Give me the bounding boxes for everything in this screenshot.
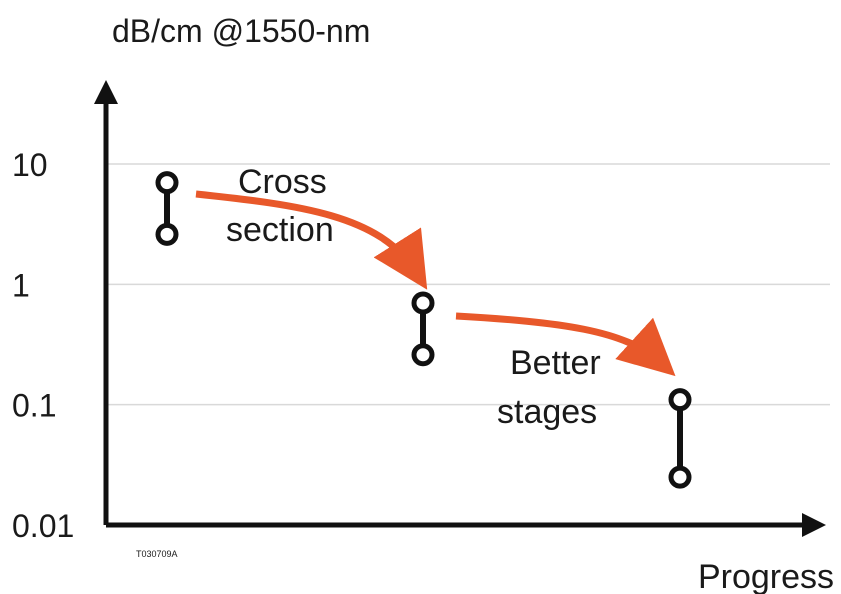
y-tick-label: 0.01: [12, 508, 74, 544]
figure-code: T030709A: [136, 549, 178, 559]
y-axis-arrowhead: [94, 80, 118, 104]
annotation-line: section: [226, 211, 334, 249]
loss-range-1: [155, 171, 179, 246]
loss-range-3: [668, 388, 692, 489]
x-axis-arrowhead: [802, 513, 826, 537]
y-axis-title: dB/cm @1550-nm: [112, 13, 370, 49]
grid-lines: [106, 163, 830, 406]
y-tick-labels: 10 1 0.1 0.01: [12, 147, 74, 544]
range-low-point: [411, 343, 435, 367]
annotation-line: Better: [510, 344, 601, 382]
range-low-point: [155, 222, 179, 246]
y-tick-label: 1: [12, 267, 30, 303]
loss-ranges: [155, 171, 692, 489]
range-low-point: [668, 465, 692, 489]
y-tick-label: 0.1: [12, 388, 56, 424]
range-high-point: [411, 291, 435, 315]
cross-section-arrow: [195, 190, 428, 290]
loss-range-2: [411, 291, 435, 367]
range-high-point: [668, 388, 692, 412]
annotation-cross-section: Cross section: [226, 163, 336, 249]
x-axis-title: Progress: [698, 558, 834, 594]
annotation-line: Cross: [238, 163, 327, 201]
range-high-point: [155, 171, 179, 195]
annotation-better-stages: Better stages: [497, 344, 610, 431]
y-tick-label: 10: [12, 147, 48, 183]
annotation-line: stages: [497, 393, 597, 431]
better-stages-arrow: [455, 312, 676, 377]
